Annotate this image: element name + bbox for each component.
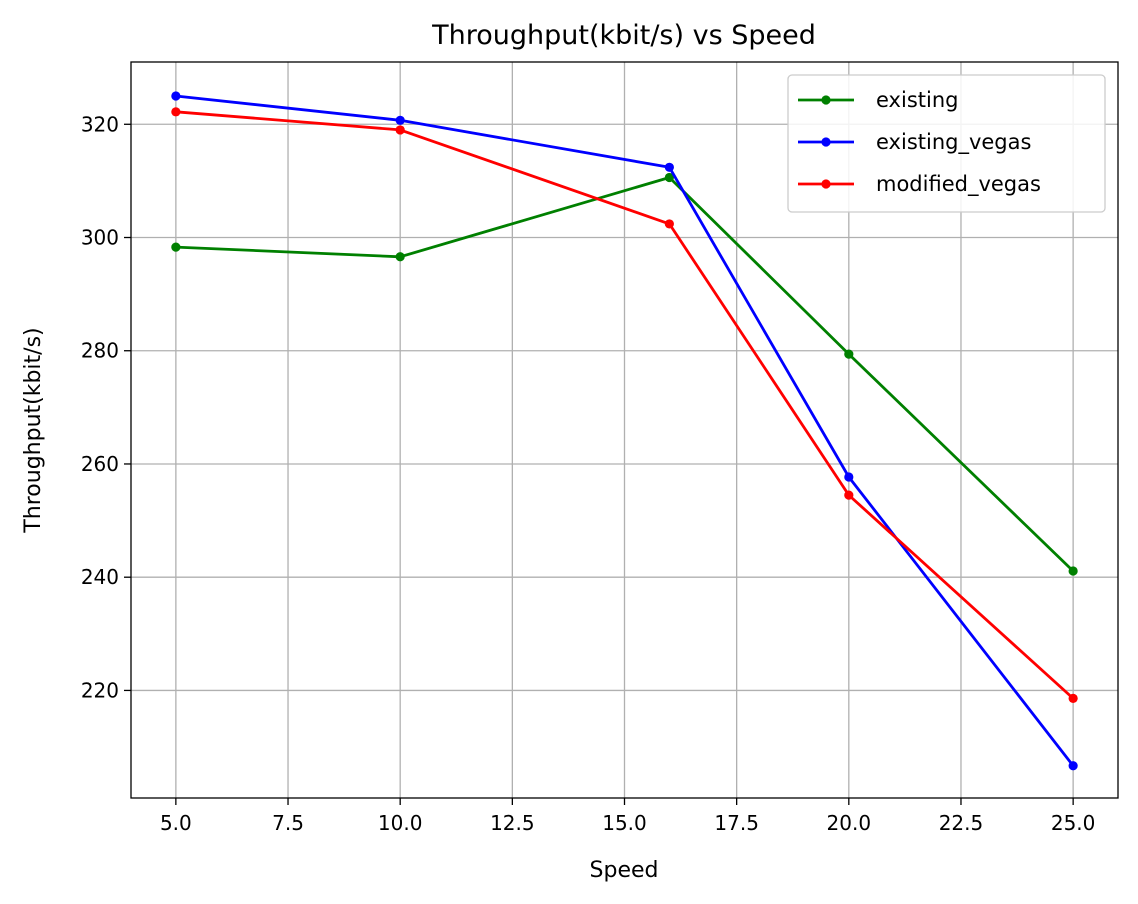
x-tick-label: 20.0 — [827, 811, 872, 835]
legend-label: existing_vegas — [876, 130, 1031, 155]
y-tick-label: 300 — [81, 226, 119, 250]
data-point-modified_vegas — [664, 219, 674, 229]
legend-label: modified_vegas — [876, 172, 1041, 197]
legend: existing existing_vegas modified_vegas — [787, 74, 1106, 213]
x-tick-label: 25.0 — [1051, 811, 1096, 835]
y-tick-label: 220 — [81, 678, 119, 702]
legend-label: existing — [876, 88, 958, 112]
data-point-existing_vegas — [1068, 761, 1078, 771]
data-point-modified_vegas — [171, 107, 181, 117]
y-tick-label: 280 — [81, 339, 119, 363]
data-point-existing_vegas — [395, 115, 405, 125]
data-point-modified_vegas — [844, 490, 854, 500]
data-point-existing_vegas — [664, 162, 674, 172]
legend-box — [787, 74, 1106, 213]
y-tick-label: 260 — [81, 452, 119, 476]
legend-marker — [821, 137, 831, 147]
chart-title: Throughput(kbit/s) vs Speed — [431, 20, 816, 51]
y-axis-label: Throughput(kbit/s) — [21, 327, 46, 533]
ticks: 5.0 7.5 10.0 12.5 15.0 17.5 20.0 22.5 25.0 220 240… — [81, 112, 1096, 835]
data-point-existing_vegas — [844, 472, 854, 482]
data-point-existing_vegas — [171, 91, 181, 101]
x-tick-label: 10.0 — [378, 811, 423, 835]
y-tick-label: 240 — [81, 565, 119, 589]
data-point-existing — [395, 252, 405, 262]
legend-marker — [821, 95, 831, 105]
series-layer — [171, 91, 1078, 771]
x-tick-label: 12.5 — [490, 811, 535, 835]
data-point-existing — [664, 172, 674, 183]
x-tick-label: 15.0 — [602, 811, 647, 835]
x-tick-label: 17.5 — [714, 811, 759, 835]
data-point-modified_vegas — [1068, 693, 1078, 703]
x-tick-label: 7.5 — [272, 811, 304, 835]
data-point-modified_vegas — [395, 125, 405, 135]
x-tick-label: 5.0 — [160, 811, 192, 835]
data-point-existing — [171, 242, 181, 252]
y-tick-label: 320 — [81, 112, 119, 136]
data-point-existing — [1068, 566, 1078, 576]
data-point-existing — [844, 349, 854, 359]
x-axis-label: Speed — [590, 858, 659, 883]
legend-marker — [821, 179, 831, 189]
x-tick-label: 22.5 — [939, 811, 984, 835]
